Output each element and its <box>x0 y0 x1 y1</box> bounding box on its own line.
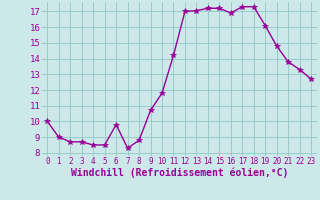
X-axis label: Windchill (Refroidissement éolien,°C): Windchill (Refroidissement éolien,°C) <box>70 168 288 178</box>
